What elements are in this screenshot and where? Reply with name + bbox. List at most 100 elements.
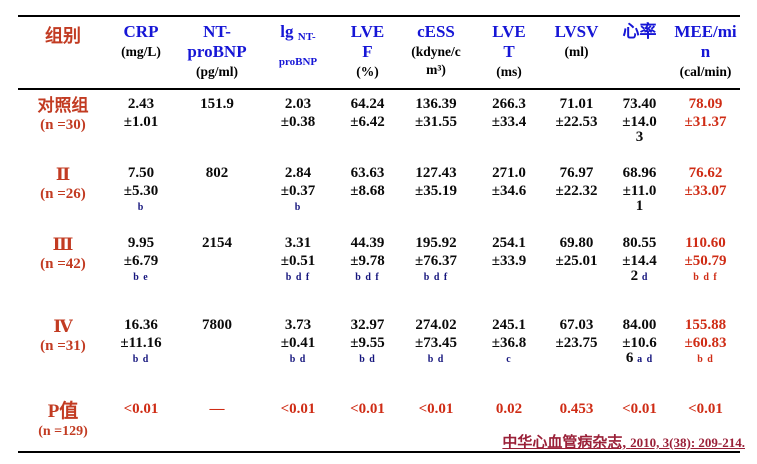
significance-marks: b d: [697, 354, 714, 365]
journal-citation-link[interactable]: 中华心血管病杂志, 2010, 3(38): 209-214.: [502, 431, 745, 452]
data-cell-lvef: 63.63 ±8.68: [336, 159, 399, 229]
significance-marks: b d f: [423, 272, 449, 283]
p-value-heart-rate: <0.01: [622, 401, 657, 417]
cell-sd: ±25.01: [555, 253, 598, 269]
cell-sd: ±6.42: [350, 114, 385, 130]
data-cell-lvet: 266.3 ±33.4: [473, 89, 545, 159]
cell-value: 63.63: [350, 165, 385, 181]
data-cell-nt-probnp: 802: [174, 159, 260, 229]
cell-value: 7.50: [127, 165, 155, 181]
cell-sd: ±33.9: [491, 253, 527, 269]
data-cell-crp: 7.50 ±5.30 b: [108, 159, 174, 229]
crp-unit: (mg/L): [121, 44, 161, 59]
data-cell-lg-nt-probnp: 3.31 ±0.51 b d f: [260, 229, 336, 311]
cell-value: 245.1: [492, 317, 526, 333]
cell-value: 274.02: [415, 317, 457, 333]
cess-unit: (kdyne/c: [411, 44, 461, 59]
cell-sd: ±34.6: [491, 183, 527, 199]
significance-marks: b: [137, 202, 145, 213]
column-header-lvet: LVE T (ms): [473, 16, 545, 89]
significance-marks: b d: [289, 354, 307, 365]
lvet-label: LVE T: [492, 22, 526, 61]
column-header-lvef: LVE F (%): [336, 16, 399, 89]
group-name: 对照组: [37, 96, 89, 115]
cell-value: 67.03: [559, 317, 594, 333]
data-cell-cess: 136.39 ±31.55: [399, 89, 473, 159]
lg-nt-probnp-label: lg NT-proBNP: [278, 22, 318, 68]
cell-note: b: [109, 200, 173, 214]
cell-value: 2.03: [284, 96, 312, 112]
column-header-nt-probnp: NT-proBNP (pg/ml): [174, 16, 260, 89]
group-cell: Ⅱ (n =26): [18, 159, 108, 229]
cell-sd: ±35.19: [415, 183, 457, 199]
data-cell-mee-min: 78.09 ±31.37: [671, 89, 740, 159]
data-cell-lvsv: 69.80 ±25.01: [545, 229, 608, 311]
group-cell: Ⅳ (n =31): [18, 311, 108, 396]
data-cell-lg-nt-probnp: 2.84 ±0.37 b: [260, 159, 336, 229]
p-n: (n =129): [38, 424, 88, 439]
cell-note: 3: [635, 129, 644, 145]
significance-marks: b d: [132, 354, 150, 365]
cell-sd: ±23.75: [555, 335, 598, 351]
significance-marks: b d f: [693, 272, 718, 283]
data-cell-mee-min: 155.88 ±60.83 b d: [671, 311, 740, 396]
p-value-nt-probnp: —: [209, 401, 225, 417]
cell-note: 2 d: [630, 268, 649, 284]
data-cell-lvet: 254.1 ±33.9: [473, 229, 545, 311]
column-header-lg-nt-probnp: lg NT-proBNP: [260, 16, 336, 89]
p-label: P值: [47, 401, 79, 422]
cell-sd: ±60.83: [684, 335, 727, 351]
significance-marks: c: [506, 354, 512, 365]
cell-note: 6 a d: [625, 350, 654, 366]
results-table: 组别 CRP (mg/L) NT-proBNP (pg/ml) lg NT-proBNP L…: [18, 15, 740, 453]
group-cell: 对照组 (n =30): [18, 89, 108, 159]
table-row: Ⅲ (n =42) 9.95 ±6.79 b e 2154 3.31 ±0.51 b d f 44…: [18, 229, 740, 311]
cell-value: 64.24: [350, 96, 385, 112]
cell-value: 9.95: [127, 235, 155, 251]
p-value-lvet: 0.02: [495, 401, 523, 417]
significance-marks: b d f: [285, 272, 311, 283]
cell-value: 127.43: [415, 165, 457, 181]
significance-marks: b d: [359, 354, 376, 365]
cell-sd: ±31.37: [684, 114, 727, 130]
lvef-unit: (%): [356, 64, 379, 79]
cell-value: 155.88: [684, 317, 727, 333]
header-row: 组别 CRP (mg/L) NT-proBNP (pg/ml) lg NT-proBNP L…: [18, 16, 740, 89]
cell-sd: ±11.16: [120, 335, 162, 351]
significance-marks: b d: [427, 354, 445, 365]
significance-marks: b e: [133, 272, 149, 283]
cell-value: 3.73: [284, 317, 312, 333]
group-n: (n =26): [40, 186, 86, 202]
cell-sd: ±10.6: [622, 335, 657, 351]
p-value-cess: <0.01: [418, 401, 454, 417]
cell-value: 110.60: [685, 235, 726, 251]
cell-value: 76.97: [559, 165, 594, 181]
cell-sd: ±73.45: [415, 335, 457, 351]
cell-sd: ±9.55: [350, 335, 385, 351]
data-cell-heart-rate: 68.96 ±11.0 1: [608, 159, 671, 229]
cell-note: 1: [635, 198, 644, 214]
cell-note: b d: [672, 352, 739, 366]
data-cell-lg-nt-probnp: 2.03 ±0.38: [260, 89, 336, 159]
cell-sd: ±9.78: [350, 253, 385, 269]
cell-sd: ±6.79: [123, 253, 159, 269]
cell-note: b d: [400, 352, 472, 366]
data-cell-crp: 2.43 ±1.01: [108, 89, 174, 159]
cell-value: 73.40: [622, 96, 657, 112]
data-cell-lvsv: 76.97 ±22.32: [545, 159, 608, 229]
data-cell-heart-rate: 73.40 ±14.0 3: [608, 89, 671, 159]
data-cell-nt-probnp: 151.9: [174, 89, 260, 159]
cell-value: 68.96: [622, 165, 657, 181]
data-cell-lg-nt-probnp: 3.73 ±0.41 b d: [260, 311, 336, 396]
cell-value: 44.39: [350, 235, 385, 251]
column-header-group: 组别: [45, 26, 81, 46]
nt-probnp-label: NT-proBNP: [187, 22, 247, 61]
crp-label: CRP: [123, 22, 159, 41]
data-cell-cess: 127.43 ±35.19: [399, 159, 473, 229]
cell-value: 76.62: [688, 165, 723, 181]
cell-value: 151.9: [200, 96, 234, 112]
cell-note: b d f: [400, 270, 472, 284]
cell-note: b d: [337, 352, 398, 366]
p-value-crp: <0.01: [123, 401, 159, 417]
